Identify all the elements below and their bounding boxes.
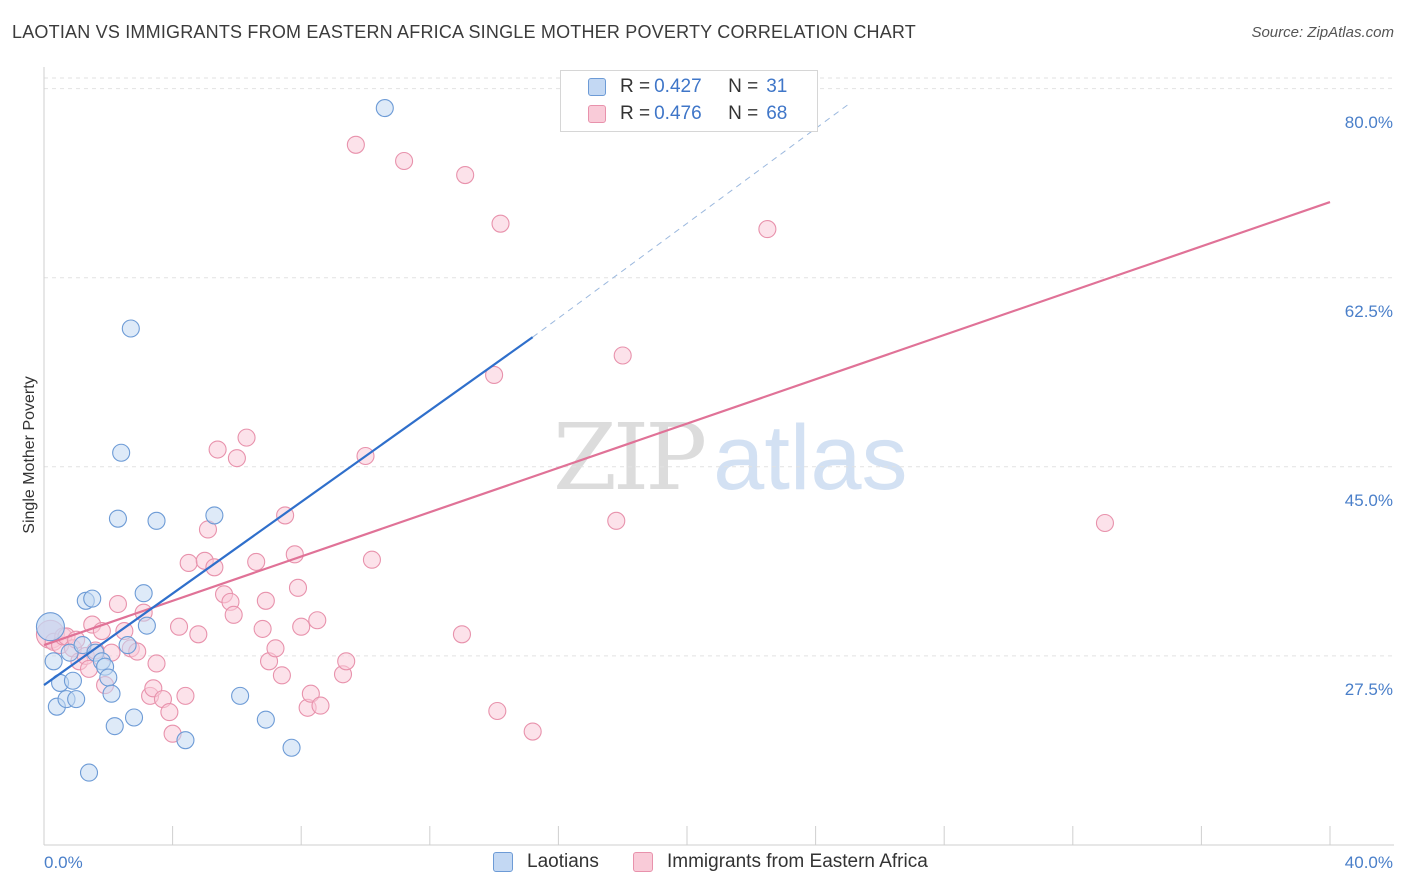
point-laotian [102, 684, 121, 703]
legend-row-eastern-africa: R = 0.476 N = 68 [561, 101, 787, 127]
point-laotian [256, 710, 275, 729]
point-laotian [67, 690, 86, 709]
point-eastern-africa [1095, 513, 1114, 533]
point-laotian [63, 671, 82, 690]
legend-swatch-eastern-africa [588, 105, 606, 123]
point-laotian [137, 616, 156, 635]
y-axis-label: Single Mother Poverty [21, 376, 38, 534]
watermark: ZIP atlas [553, 404, 908, 511]
point-eastern-africa [227, 449, 246, 468]
point-laotian [108, 509, 127, 528]
legend-r-value: 0.427 [654, 76, 702, 97]
point-laotian [83, 589, 102, 608]
x-tick-label: 40.0% [1344, 853, 1393, 872]
point-laotian [35, 612, 65, 642]
x-tick-label: 0.0% [44, 853, 83, 872]
point-eastern-africa [456, 166, 475, 185]
point-eastern-africa [108, 594, 127, 614]
point-eastern-africa [485, 365, 504, 385]
legend-n-label: N = [728, 76, 759, 97]
y-tick-label: 45.0% [1344, 490, 1393, 510]
correlation-legend: R = 0.427 N = 31 R = 0.476 N = 68 [560, 70, 818, 132]
point-laotian [176, 731, 195, 750]
point-laotian [79, 763, 99, 782]
y-tick-label: 80.0% [1344, 112, 1393, 132]
point-eastern-africa [189, 625, 208, 644]
point-laotian [105, 717, 124, 736]
legend-swatch-eastern-africa [633, 852, 653, 872]
trendline-laotians [43, 336, 534, 686]
point-eastern-africa [179, 553, 198, 573]
legend-label-eastern-africa: Immigrants from Eastern Africa [667, 851, 928, 872]
point-eastern-africa [285, 545, 304, 564]
point-eastern-africa [301, 684, 320, 703]
legend-row-laotians: R = 0.427 N = 31 [561, 74, 787, 100]
point-eastern-africa [523, 722, 542, 741]
legend-n-value: 68 [766, 103, 788, 124]
point-eastern-africa [256, 591, 275, 610]
legend-item-eastern-africa[interactable]: Immigrants from Eastern Africa [633, 851, 928, 873]
point-eastern-africa [237, 428, 256, 447]
point-eastern-africa [266, 639, 285, 658]
point-laotian [44, 652, 63, 671]
watermark-zip: ZIP [553, 404, 707, 511]
point-eastern-africa [337, 652, 356, 671]
legend-swatch-laotians [493, 852, 513, 872]
y-tick-label: 27.5% [1344, 679, 1393, 699]
watermark-atlas: atlas [713, 407, 908, 509]
point-eastern-africa [160, 703, 179, 722]
point-eastern-africa [346, 135, 365, 154]
point-eastern-africa [224, 605, 243, 624]
legend-n-label: N = [728, 103, 759, 124]
point-eastern-africa [758, 220, 777, 239]
point-laotian [124, 708, 144, 727]
point-laotian [118, 636, 137, 655]
point-laotian [134, 584, 153, 603]
legend-r-label: R = [620, 103, 651, 124]
point-laotian [231, 686, 250, 705]
point-eastern-africa [169, 617, 189, 636]
point-eastern-africa [607, 511, 626, 530]
point-laotian [375, 99, 394, 118]
point-laotian [147, 511, 166, 530]
point-eastern-africa [288, 578, 308, 597]
legend-r-value: 0.476 [654, 103, 702, 124]
trendline-laotians-extension [532, 104, 849, 338]
legend-item-laotians[interactable]: Laotians [493, 851, 599, 873]
point-eastern-africa [247, 552, 266, 571]
point-eastern-africa [205, 558, 224, 577]
chart-title: LAOTIAN VS IMMIGRANTS FROM EASTERN AFRIC… [12, 22, 917, 42]
point-laotian [205, 506, 224, 525]
point-eastern-africa [488, 701, 507, 721]
point-eastern-africa [613, 346, 632, 365]
point-eastern-africa [395, 151, 414, 171]
point-eastern-africa [272, 666, 291, 685]
point-eastern-africa [311, 696, 330, 715]
point-eastern-africa [491, 214, 510, 233]
source-credit: Source: ZipAtlas.com [1251, 24, 1394, 41]
point-eastern-africa [308, 611, 327, 630]
point-eastern-africa [452, 625, 472, 644]
legend-r-label: R = [620, 76, 651, 97]
legend-n-value: 31 [766, 76, 788, 97]
point-eastern-africa [253, 619, 272, 638]
point-laotian [99, 668, 118, 687]
point-eastern-africa [147, 654, 166, 673]
point-laotian [121, 319, 140, 338]
y-tick-label: 62.5% [1344, 301, 1393, 321]
point-laotian [282, 738, 301, 757]
point-eastern-africa [362, 550, 381, 569]
point-eastern-africa [208, 440, 227, 459]
legend-swatch-laotians [588, 78, 606, 96]
point-eastern-africa [176, 686, 195, 705]
trendline-eastern-africa [43, 201, 1331, 647]
legend-label-laotians: Laotians [527, 851, 599, 872]
point-laotian [112, 443, 131, 462]
point-eastern-africa [292, 617, 311, 636]
series-legend: Laotians Immigrants from Eastern Africa [0, 851, 1406, 877]
